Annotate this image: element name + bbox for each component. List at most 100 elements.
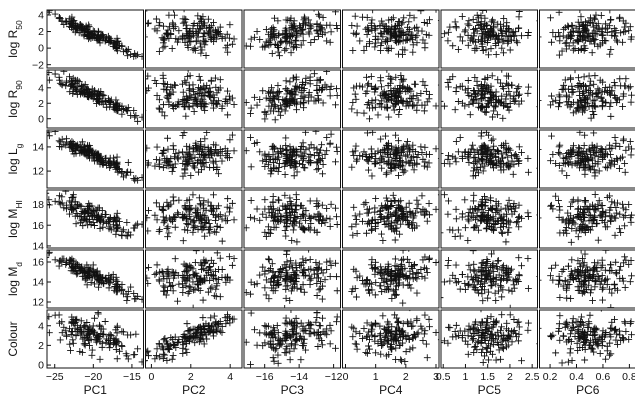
- data-point: [472, 224, 479, 231]
- data-point: [498, 66, 505, 73]
- data-point: [42, 190, 49, 197]
- data-point: [581, 73, 588, 80]
- data-point: [613, 204, 620, 211]
- panel-r90-pc2: [132, 66, 252, 128]
- data-point: [556, 277, 563, 284]
- data-point: [134, 51, 141, 58]
- data-point: [305, 246, 312, 253]
- data-point: [152, 163, 159, 170]
- data-point: [372, 195, 379, 202]
- data-point: [275, 49, 282, 56]
- x-axis-label: PC1: [84, 383, 108, 397]
- data-point: [602, 276, 609, 283]
- data-point: [181, 226, 188, 233]
- data-point: [276, 207, 283, 214]
- point-group: [535, 247, 635, 311]
- panel-mhi-pc6: [535, 190, 635, 248]
- data-point: [327, 141, 334, 148]
- data-point: [417, 143, 424, 150]
- data-point: [575, 197, 582, 204]
- data-point: [282, 206, 289, 213]
- data-point: [217, 224, 224, 231]
- data-point: [222, 217, 229, 224]
- data-point: [45, 250, 52, 257]
- data-point: [327, 223, 334, 230]
- data-point: [441, 30, 448, 37]
- data-point: [349, 47, 356, 54]
- panel-mhi-pc5: [433, 190, 543, 248]
- point-group: [323, 129, 444, 179]
- data-point: [595, 237, 602, 244]
- data-point: [334, 221, 341, 228]
- panel-md-pc5: [433, 247, 543, 312]
- data-point: [294, 238, 301, 245]
- data-point: [569, 29, 576, 36]
- data-point: [78, 317, 85, 324]
- data-point: [421, 163, 428, 170]
- data-point: [200, 197, 207, 204]
- panel-md-pc4: [323, 245, 444, 308]
- data-point: [619, 201, 626, 208]
- data-point: [628, 92, 635, 99]
- x-tick-label: 4: [227, 371, 233, 383]
- data-point: [426, 160, 433, 167]
- data-point: [175, 149, 182, 156]
- data-point: [493, 51, 500, 58]
- data-point: [492, 297, 499, 304]
- data-point: [164, 233, 171, 240]
- data-point: [556, 150, 563, 157]
- data-point: [300, 272, 307, 279]
- data-point: [145, 207, 152, 214]
- data-point: [145, 352, 152, 359]
- data-point: [63, 333, 70, 340]
- data-point: [70, 340, 77, 347]
- data-point: [377, 136, 384, 143]
- data-point: [461, 196, 468, 203]
- data-point: [375, 112, 382, 119]
- data-point: [127, 112, 134, 119]
- data-point: [196, 194, 203, 201]
- data-point: [498, 93, 505, 100]
- data-point: [368, 146, 375, 153]
- data-point: [139, 53, 146, 60]
- data-point: [556, 93, 563, 100]
- point-group: [132, 5, 252, 59]
- data-point: [489, 72, 496, 79]
- data-point: [224, 111, 231, 118]
- data-point: [548, 202, 555, 209]
- data-point: [190, 191, 197, 198]
- data-point: [307, 39, 314, 46]
- x-tick-label: −20: [84, 371, 102, 383]
- data-point: [261, 109, 268, 116]
- data-point: [152, 77, 159, 84]
- data-point: [210, 191, 217, 198]
- y-tick-label: 14: [32, 277, 44, 289]
- data-point: [406, 281, 413, 288]
- data-point: [254, 28, 261, 35]
- data-point: [231, 216, 238, 223]
- data-point: [160, 23, 167, 30]
- data-point: [284, 248, 291, 255]
- data-point: [445, 29, 452, 36]
- data-point: [281, 47, 288, 54]
- data-point: [165, 223, 172, 230]
- data-point: [153, 199, 160, 206]
- data-point: [563, 172, 570, 179]
- data-point: [345, 14, 352, 21]
- data-point: [349, 99, 356, 106]
- data-point: [156, 105, 163, 112]
- data-point: [483, 109, 490, 116]
- data-point: [316, 13, 323, 20]
- data-point: [616, 75, 623, 82]
- data-point: [229, 262, 236, 269]
- data-point: [462, 224, 469, 231]
- data-point: [596, 197, 603, 204]
- data-point: [472, 158, 479, 165]
- data-point: [323, 134, 330, 141]
- data-point: [166, 23, 173, 30]
- data-point: [382, 133, 389, 140]
- data-point: [313, 166, 320, 173]
- data-point: [446, 24, 453, 31]
- data-point: [388, 16, 395, 23]
- data-point: [156, 48, 163, 55]
